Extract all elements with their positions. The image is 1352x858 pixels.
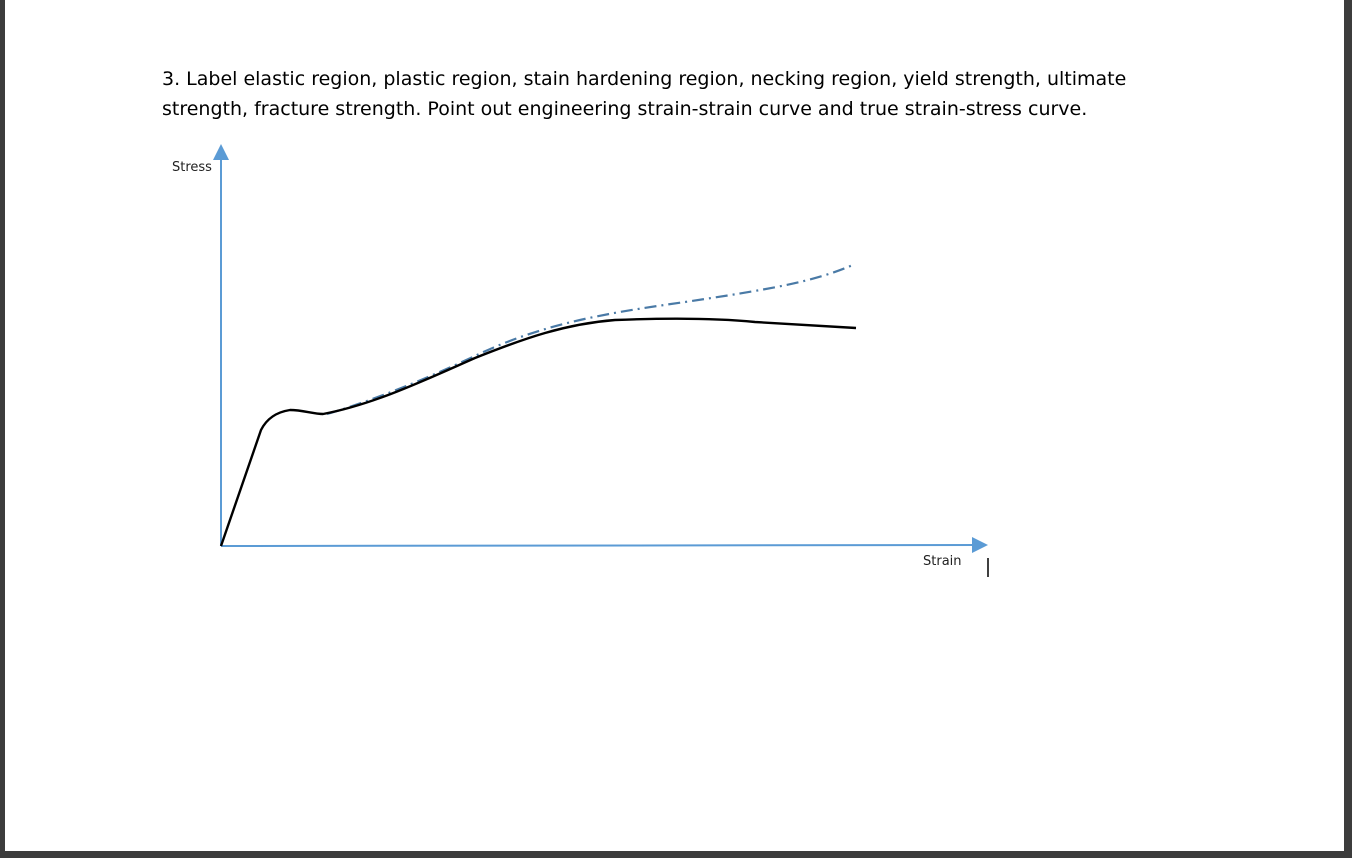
x-axis-label: Strain <box>923 554 962 569</box>
y-axis-label: Stress <box>172 160 212 175</box>
document-page: 3. Label elastic region, plastic region,… <box>5 0 1344 851</box>
question-line-2: strength, fracture strength. Point out e… <box>162 98 1088 120</box>
true-stress-strain-curve <box>326 262 856 416</box>
question-line-1: 3. Label elastic region, plastic region,… <box>162 68 1127 90</box>
stress-strain-diagram: Stress Strain <box>172 144 989 577</box>
x-axis <box>220 537 988 554</box>
engineering-stress-strain-curve <box>219 317 857 547</box>
question-text: 3. Label elastic region, plastic region,… <box>162 64 1202 124</box>
